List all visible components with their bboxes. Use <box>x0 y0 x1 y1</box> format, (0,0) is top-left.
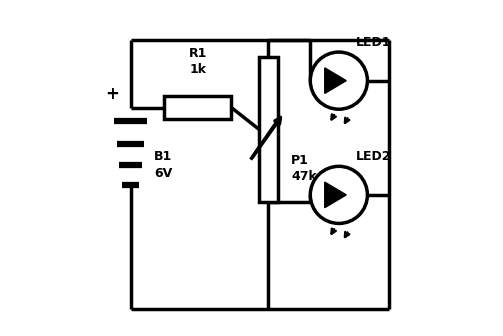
Bar <box>164 96 231 119</box>
Polygon shape <box>325 68 346 93</box>
Text: LED1: LED1 <box>356 36 391 49</box>
Text: P1
47k: P1 47k <box>291 154 317 182</box>
Bar <box>259 57 278 202</box>
Text: LED2: LED2 <box>356 150 391 163</box>
Text: B1
6V: B1 6V <box>154 150 173 180</box>
Circle shape <box>310 166 367 223</box>
Circle shape <box>310 52 367 109</box>
Polygon shape <box>325 182 346 208</box>
Text: R1
1k: R1 1k <box>189 47 207 76</box>
Text: +: + <box>105 85 119 103</box>
